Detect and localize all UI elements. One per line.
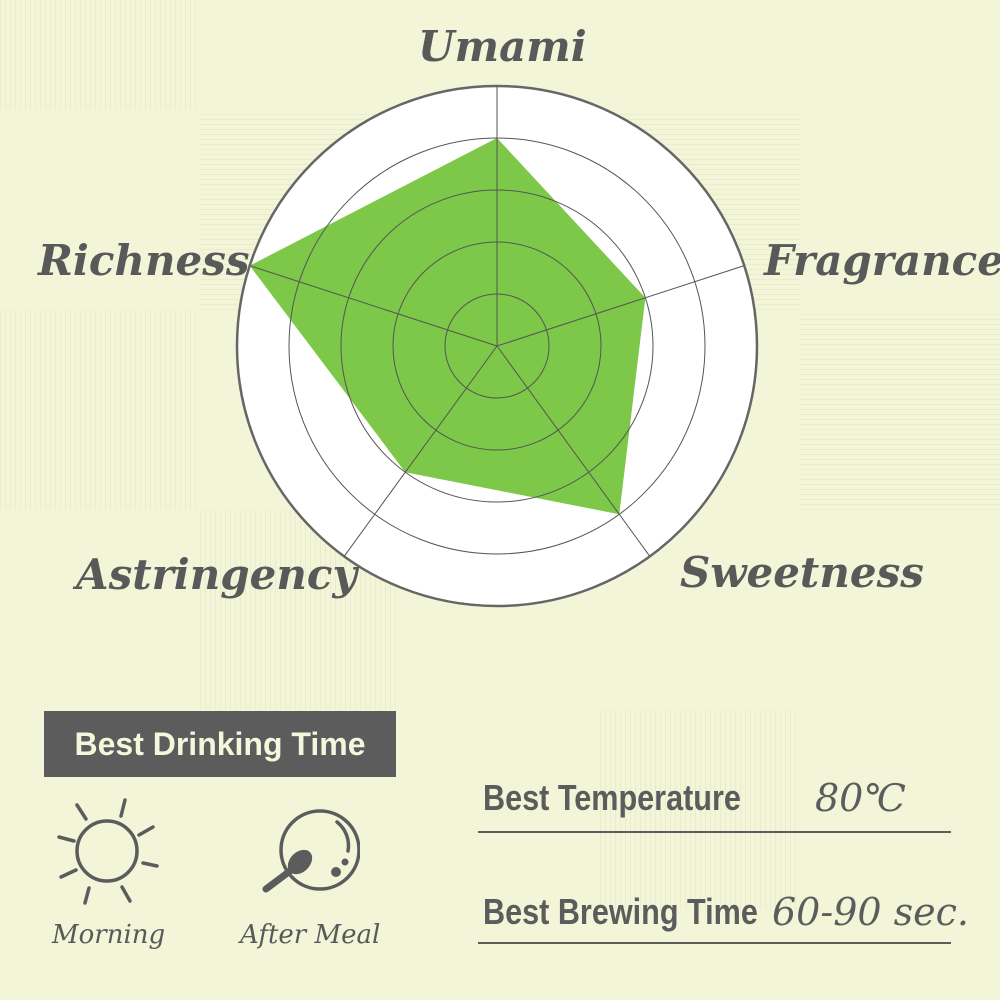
after-meal-label: After Meal — [240, 920, 381, 950]
axis-label-umami: Umami — [418, 22, 587, 71]
brewing-time-value: 60-90 sec. — [772, 890, 969, 934]
temperature-value: 80℃ — [815, 776, 906, 820]
axis-label-richness: Richness — [38, 236, 250, 285]
radar-axis-richness — [249, 265, 498, 347]
radar-chart — [235, 84, 759, 608]
axis-label-astringency: Astringency — [76, 550, 357, 599]
radar-axis-astringency — [343, 345, 498, 557]
sun-icon — [57, 798, 159, 905]
bg-pattern — [0, 310, 200, 510]
plate-spoon-icon — [262, 809, 360, 893]
divider — [478, 942, 951, 944]
radar-axis-sweetness — [496, 345, 651, 557]
radar-axis-fragrance — [496, 265, 745, 347]
temperature-label: Best Temperature — [483, 777, 741, 818]
axis-label-sweetness: Sweetness — [680, 548, 924, 597]
morning-label: Morning — [52, 920, 166, 950]
bg-pattern — [800, 310, 1000, 510]
axis-label-fragrance: Fragrance — [764, 236, 1000, 285]
radar-area — [249, 138, 646, 515]
drinking-time-banner: Best Drinking Time — [44, 711, 396, 777]
brewing-time-label: Best Brewing Time — [483, 891, 758, 932]
bg-pattern — [600, 710, 800, 910]
divider — [478, 831, 951, 833]
bg-pattern — [0, 0, 200, 110]
